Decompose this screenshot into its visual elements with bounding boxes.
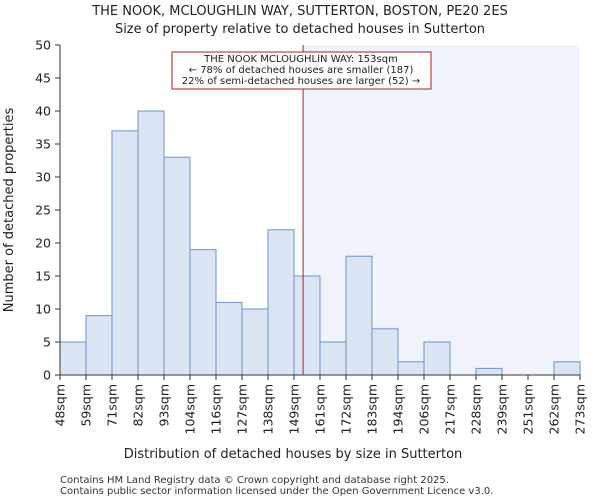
- y-tick-label: 10: [35, 302, 51, 317]
- y-tick-label: 25: [35, 203, 51, 218]
- y-tick-label: 15: [35, 269, 51, 284]
- x-tick-label-48sqm: 48sqm: [53, 384, 68, 427]
- x-tick-label-194sqm: 194sqm: [391, 384, 406, 434]
- annotation-line-2: ← 78% of detached houses are smaller (18…: [189, 65, 414, 76]
- y-tick-label: 5: [43, 335, 51, 350]
- bar-262sqm: [553, 361, 581, 376]
- x-tick-label-239sqm: 239sqm: [495, 384, 510, 434]
- x-tick-label-206sqm: 206sqm: [417, 384, 432, 434]
- x-tick-label-59sqm: 59sqm: [79, 384, 94, 427]
- y-tick-label: 45: [35, 71, 51, 86]
- x-tick-label-82sqm: 82sqm: [131, 384, 146, 427]
- bar-194sqm: [397, 361, 425, 376]
- bar-48sqm: [59, 341, 87, 376]
- bar-206sqm: [423, 341, 451, 376]
- y-axis-label: Number of detached properties: [2, 108, 17, 313]
- bar-59sqm: [85, 315, 113, 376]
- bar-161sqm: [319, 341, 347, 376]
- x-axis-label: Distribution of detached houses by size …: [124, 447, 463, 462]
- footer-line-1: Contains HM Land Registry data © Crown c…: [60, 475, 449, 486]
- x-tick-label-262sqm: 262sqm: [547, 384, 562, 434]
- y-tick-label: 20: [35, 236, 51, 251]
- y-tick-label: 35: [35, 137, 51, 152]
- chart-subtitle: Size of property relative to detached ho…: [115, 22, 485, 37]
- x-tick-label-127sqm: 127sqm: [235, 384, 250, 434]
- annotation-line-3: 22% of semi-detached houses are larger (…: [182, 76, 420, 87]
- bar-127sqm: [241, 308, 269, 376]
- bar-71sqm: [111, 130, 139, 376]
- x-tick-label-273sqm: 273sqm: [573, 384, 588, 434]
- chart-title: THE NOOK, MCLOUGHLIN WAY, SUTTERTON, BOS…: [91, 4, 508, 19]
- bar-93sqm: [163, 156, 191, 376]
- bar-172sqm: [345, 255, 373, 376]
- x-tick-label-149sqm: 149sqm: [287, 384, 302, 434]
- bar-228sqm: [475, 367, 503, 376]
- bar-104sqm: [189, 249, 217, 376]
- x-tick-label-217sqm: 217sqm: [443, 384, 458, 434]
- bar-183sqm: [371, 328, 399, 376]
- y-tick-label: 30: [35, 170, 51, 185]
- bar-149sqm: [293, 275, 321, 376]
- highlight-region: [303, 45, 580, 375]
- x-tick-label-71sqm: 71sqm: [105, 384, 120, 427]
- x-tick-label-161sqm: 161sqm: [313, 384, 328, 434]
- footer-line-2: Contains public sector information licen…: [60, 486, 493, 497]
- y-tick-label: 0: [43, 368, 51, 383]
- y-tick-label: 50: [35, 38, 51, 53]
- x-tick-label-251sqm: 251sqm: [521, 384, 536, 434]
- x-tick-label-183sqm: 183sqm: [365, 384, 380, 434]
- bar-82sqm: [137, 110, 165, 376]
- x-tick-label-93sqm: 93sqm: [157, 384, 172, 427]
- annotation-box: THE NOOK MCLOUGHLIN WAY: 153sqm ← 78% of…: [171, 51, 432, 90]
- x-tick-label-172sqm: 172sqm: [339, 384, 354, 434]
- x-tick-label-138sqm: 138sqm: [261, 384, 276, 434]
- x-tick-label-116sqm: 116sqm: [209, 384, 224, 434]
- y-tick-label: 40: [35, 104, 51, 119]
- x-tick-label-228sqm: 228sqm: [469, 384, 484, 434]
- annotation-line-1: THE NOOK MCLOUGHLIN WAY: 153sqm: [203, 54, 398, 65]
- x-tick-label-104sqm: 104sqm: [183, 384, 198, 434]
- bar-138sqm: [267, 229, 295, 376]
- bar-116sqm: [215, 301, 243, 376]
